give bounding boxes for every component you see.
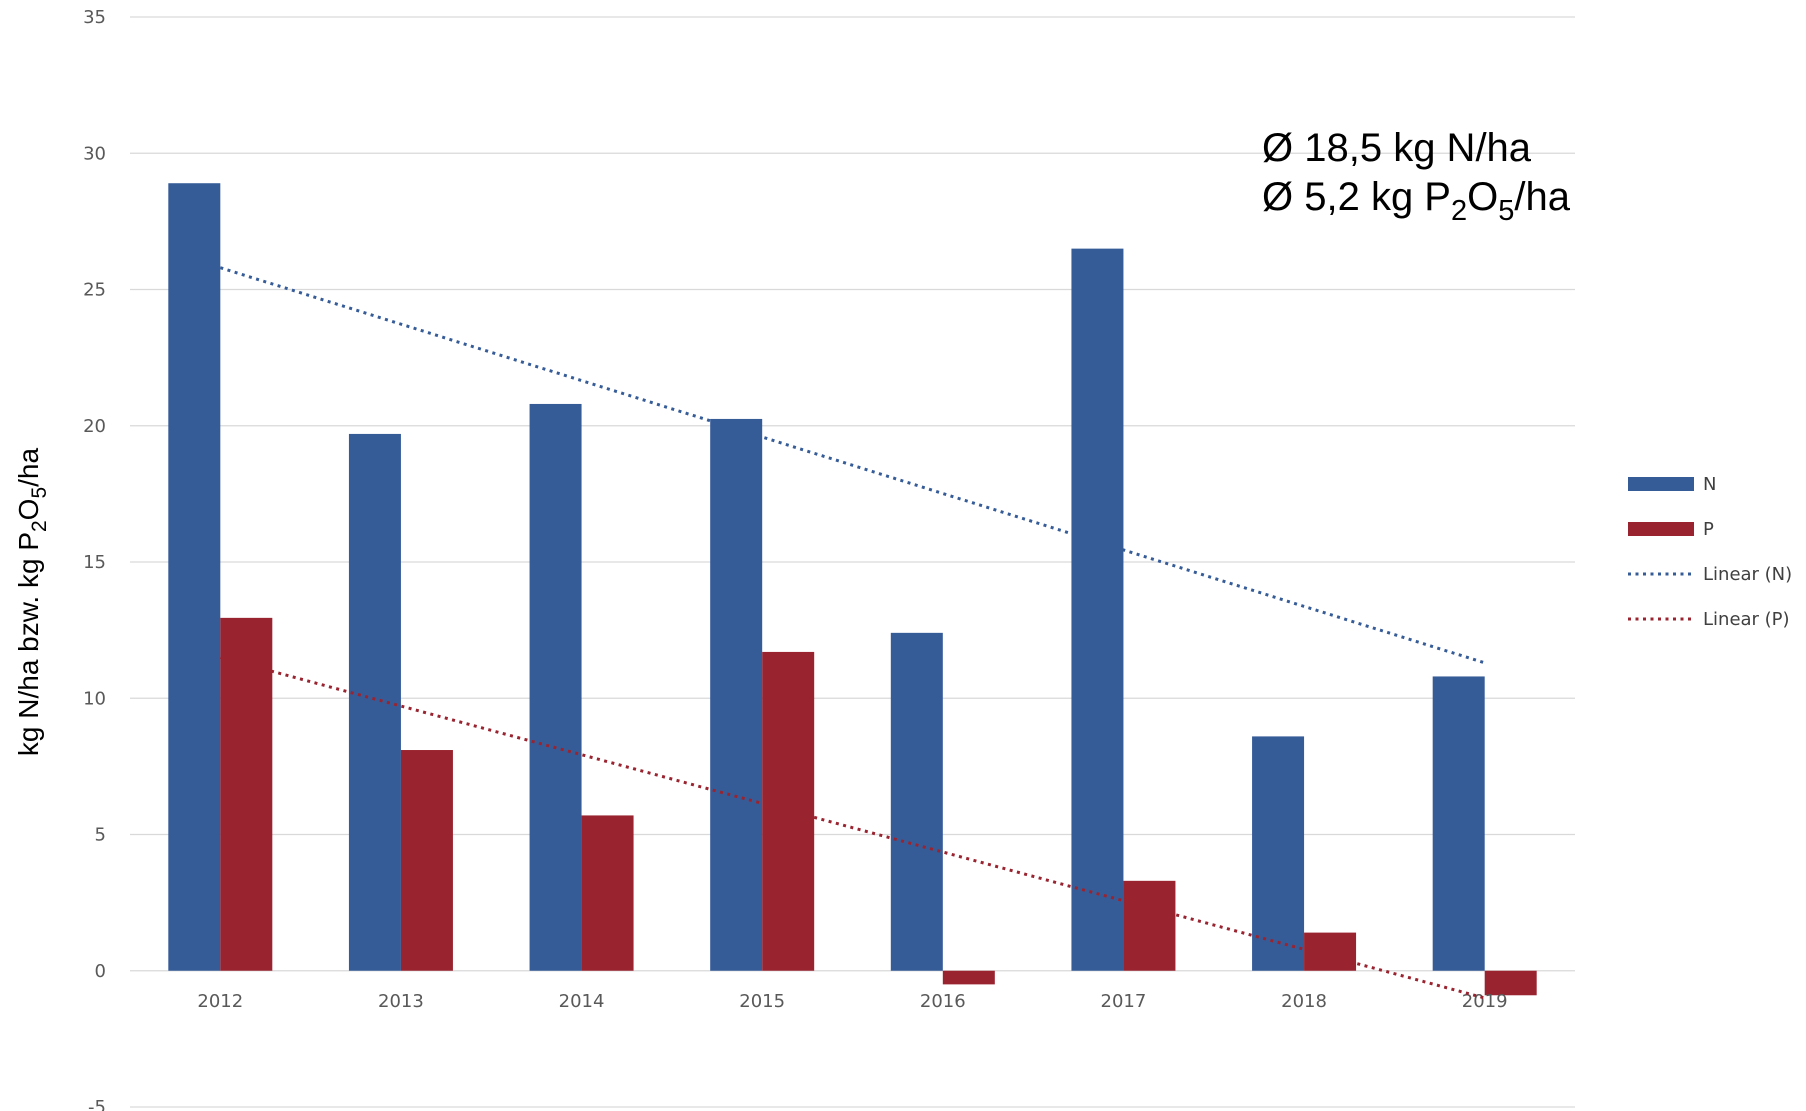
x-tick-label: 2016 [920, 991, 966, 1012]
bar-n [1071, 248, 1124, 971]
y-tick-label: 15 [83, 552, 106, 573]
bar-p [762, 651, 815, 971]
legend-label: P [1703, 519, 1714, 540]
legend-label: Linear (N) [1703, 564, 1792, 585]
legend-label: N [1703, 474, 1716, 495]
x-tick-label: 2012 [197, 991, 243, 1012]
x-tick-label: 2017 [1101, 991, 1147, 1012]
legend-label: Linear (P) [1703, 609, 1790, 630]
y-tick-label: 30 [83, 143, 106, 164]
bar-n [168, 183, 221, 971]
bar-p [1123, 880, 1176, 971]
bar-n [348, 433, 401, 971]
legend-swatch [1628, 477, 1694, 491]
x-axis-ticks: 2012 2013 2014 2015 2016 2017 2018 2019 [197, 991, 1507, 1012]
y-tick-label: -5 [88, 1097, 106, 1111]
bar-p [581, 815, 634, 971]
bars [168, 183, 1537, 996]
legend: N P Linear (N) Linear (P) [1628, 474, 1792, 630]
y-tick-label: 25 [83, 280, 106, 301]
x-tick-label: 2015 [739, 991, 785, 1012]
y-axis-ticks: -5 0 5 10 15 20 25 30 35 [83, 7, 106, 1111]
x-tick-label: 2013 [378, 991, 424, 1012]
y-tick-label: 5 [95, 825, 106, 846]
x-tick-label: 2014 [559, 991, 605, 1012]
y-tick-label: 35 [83, 7, 106, 28]
bar-n [890, 632, 943, 971]
y-tick-label: 10 [83, 688, 106, 709]
y-tick-label: 0 [95, 961, 106, 982]
trendlines [219, 266, 1486, 1000]
trendline-p [219, 655, 1486, 1000]
annotation-n-average: Ø 18,5 kg N/ha [1262, 126, 1532, 170]
y-tick-label: 20 [83, 416, 106, 437]
bar-p [220, 617, 273, 971]
annotation-p-average: Ø 5,2 kg P2O5/ha [1262, 175, 1571, 227]
bar-p [1304, 932, 1357, 971]
legend-swatch [1628, 522, 1694, 536]
bar-n [529, 403, 582, 971]
bar-n [1252, 736, 1305, 971]
bar-p [400, 750, 453, 971]
bar-n [1432, 676, 1485, 971]
bar-p [942, 970, 995, 985]
bar-p [1484, 970, 1537, 996]
bar-n [710, 418, 763, 971]
x-tick-label: 2018 [1281, 991, 1327, 1012]
trendline-n [219, 266, 1486, 665]
y-axis-label: kg N/ha bzw. kg P2O5/ha [13, 447, 51, 756]
